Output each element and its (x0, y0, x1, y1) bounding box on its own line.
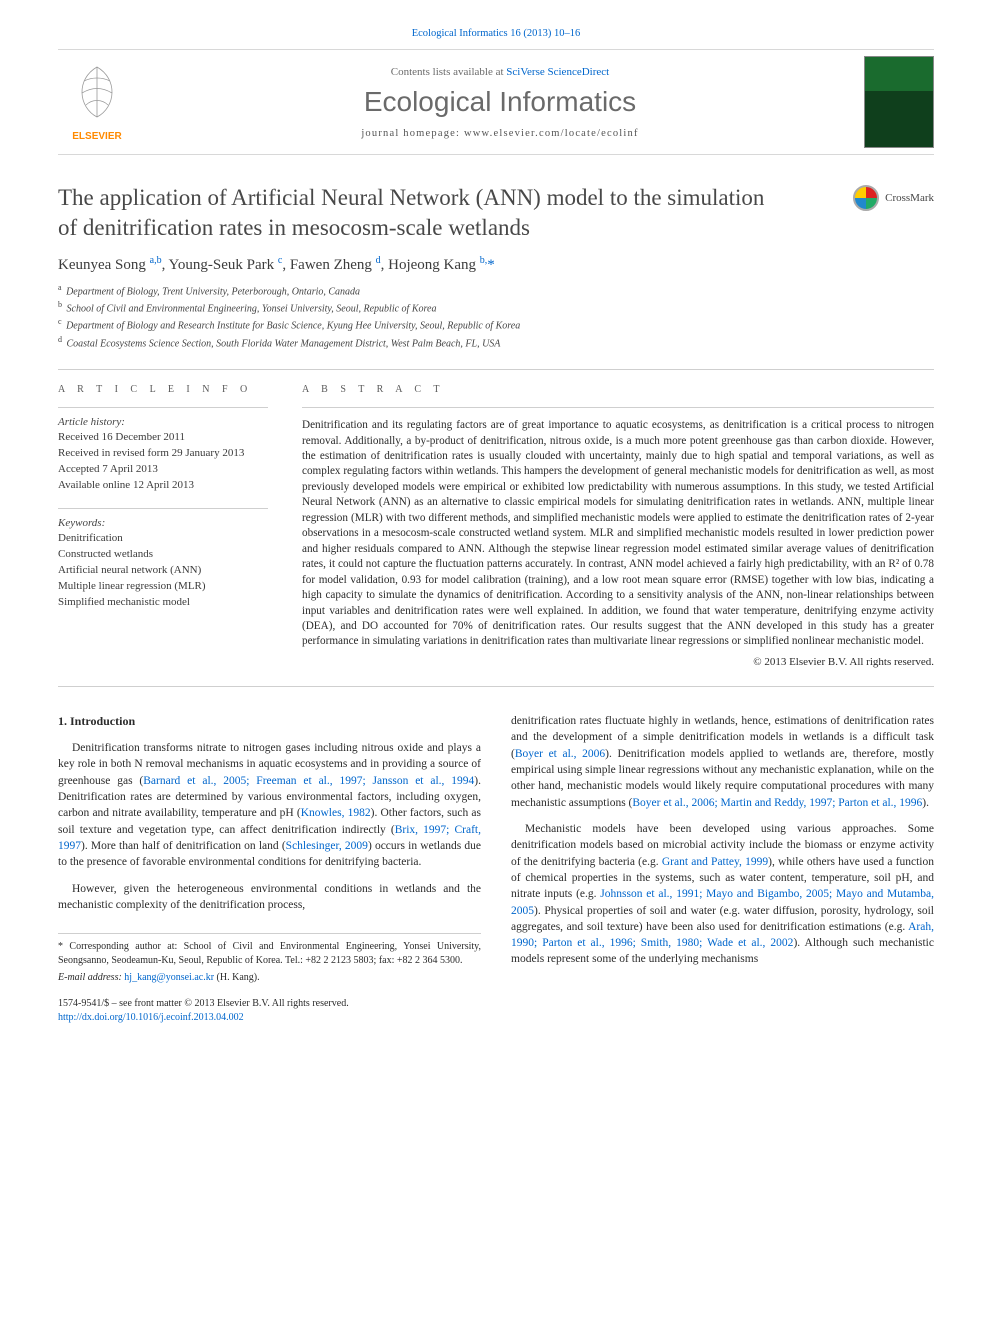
elsevier-logo: ELSEVIER (58, 59, 136, 145)
masthead: ELSEVIER Contents lists available at Sci… (58, 49, 934, 155)
history-line: Received in revised form 29 January 2013 (58, 446, 268, 462)
keyword-line: Constructed wetlands (58, 547, 268, 563)
abstract: A B S T R A C T Denitrification and its … (302, 384, 934, 668)
divider-rule (58, 369, 934, 370)
contents-prefix: Contents lists available at (391, 66, 506, 78)
divider-rule-2 (58, 686, 934, 687)
issn-line: 1574-9541/$ – see front matter © 2013 El… (58, 997, 481, 1011)
sciencedirect-link[interactable]: SciVerse ScienceDirect (506, 66, 609, 78)
email-line: E-mail address: hj_kang@yonsei.ac.kr (H.… (58, 971, 481, 985)
bottom-meta: 1574-9541/$ – see front matter © 2013 El… (58, 997, 481, 1025)
journal-cover-thumb (864, 56, 934, 148)
citation-link[interactable]: Schlesinger, 2009 (286, 840, 368, 852)
body-paragraph: However, given the heterogeneous environ… (58, 881, 481, 914)
email-label: E-mail address: (58, 972, 122, 983)
body-paragraph: Denitrification transforms nitrate to ni… (58, 740, 481, 871)
abstract-rule (302, 407, 934, 408)
abstract-text: Denitrification and its regulating facto… (302, 418, 934, 650)
info-abstract-row: A R T I C L E I N F O Article history: R… (58, 384, 934, 668)
section-heading: 1. Introduction (58, 713, 481, 730)
email-suffix: (H. Kang). (217, 972, 260, 983)
page-root: Ecological Informatics 16 (2013) 10–16 E… (0, 0, 992, 1065)
citation-link[interactable]: Knowles, 1982 (301, 807, 371, 819)
doi-link[interactable]: http://dx.doi.org/10.1016/j.ecoinf.2013.… (58, 1012, 244, 1023)
keywords-block: Keywords: DenitrificationConstructed wet… (58, 517, 268, 611)
title-block: CrossMark The application of Artificial … (58, 183, 934, 351)
affiliation-line: b School of Civil and Environmental Engi… (58, 299, 934, 316)
author-list: Keunyea Song a,b, Young-Seuk Park c, Faw… (58, 255, 934, 274)
info-rule (58, 407, 268, 408)
body-paragraph: Mechanistic models have been developed u… (511, 821, 934, 968)
body-columns: 1. Introduction Denitrification transfor… (58, 713, 934, 1025)
keyword-line: Multiple linear regression (MLR) (58, 579, 268, 595)
crossmark-badge[interactable]: CrossMark (853, 185, 934, 211)
abstract-copyright: © 2013 Elsevier B.V. All rights reserved… (302, 656, 934, 668)
corresponding-note: * Corresponding author at: School of Civ… (58, 940, 481, 968)
journal-name: Ecological Informatics (136, 86, 864, 118)
history-line: Available online 12 April 2013 (58, 478, 268, 494)
history-label: Article history: (58, 416, 268, 428)
history-block: Article history: Received 16 December 20… (58, 416, 268, 494)
affiliation-list: a Department of Biology, Trent Universit… (58, 282, 934, 351)
elsevier-wordmark: ELSEVIER (72, 131, 122, 142)
body-paragraph: denitrification rates fluctuate highly i… (511, 713, 934, 811)
citation-link[interactable]: Barnard et al., 2005; Freeman et al., 19… (143, 775, 474, 787)
citation-link[interactable]: Boyer et al., 2006; Martin and Reddy, 19… (632, 797, 922, 809)
article-info: A R T I C L E I N F O Article history: R… (58, 384, 268, 668)
info-rule-2 (58, 508, 268, 509)
keywords-label: Keywords: (58, 517, 268, 529)
crossmark-icon (853, 185, 879, 211)
journal-homepage: journal homepage: www.elsevier.com/locat… (136, 128, 864, 139)
article-title: The application of Artificial Neural Net… (58, 183, 778, 243)
author-email-link[interactable]: hj_kang@yonsei.ac.kr (124, 972, 214, 983)
contents-line: Contents lists available at SciVerse Sci… (136, 66, 864, 78)
abstract-head: A B S T R A C T (302, 384, 934, 395)
history-line: Received 16 December 2011 (58, 430, 268, 446)
citation-link[interactable]: Boyer et al., 2006 (515, 748, 605, 760)
footnotes: * Corresponding author at: School of Civ… (58, 933, 481, 985)
affiliation-line: c Department of Biology and Research Ins… (58, 316, 934, 333)
header-citation: Ecological Informatics 16 (2013) 10–16 (58, 28, 934, 39)
citation-link[interactable]: Johnsson et al., 1991; Mayo and Bigambo,… (511, 888, 934, 916)
keyword-line: Artificial neural network (ANN) (58, 563, 268, 579)
column-right: denitrification rates fluctuate highly i… (511, 713, 934, 1025)
affiliation-line: d Coastal Ecosystems Science Section, So… (58, 334, 934, 351)
column-left: 1. Introduction Denitrification transfor… (58, 713, 481, 1025)
crossmark-label: CrossMark (885, 192, 934, 204)
keyword-line: Simplified mechanistic model (58, 595, 268, 611)
masthead-center: Contents lists available at SciVerse Sci… (136, 66, 864, 139)
citation-link[interactable]: Grant and Pattey, 1999 (662, 856, 768, 868)
history-line: Accepted 7 April 2013 (58, 462, 268, 478)
affiliation-line: a Department of Biology, Trent Universit… (58, 282, 934, 299)
keyword-line: Denitrification (58, 531, 268, 547)
citation-link[interactable]: Brix, 1997; Craft, 1997 (58, 824, 481, 852)
citation-link[interactable]: Ecological Informatics 16 (2013) 10–16 (412, 28, 581, 39)
citation-link[interactable]: Arah, 1990; Parton et al., 1996; Smith, … (511, 921, 934, 949)
article-info-head: A R T I C L E I N F O (58, 384, 268, 395)
